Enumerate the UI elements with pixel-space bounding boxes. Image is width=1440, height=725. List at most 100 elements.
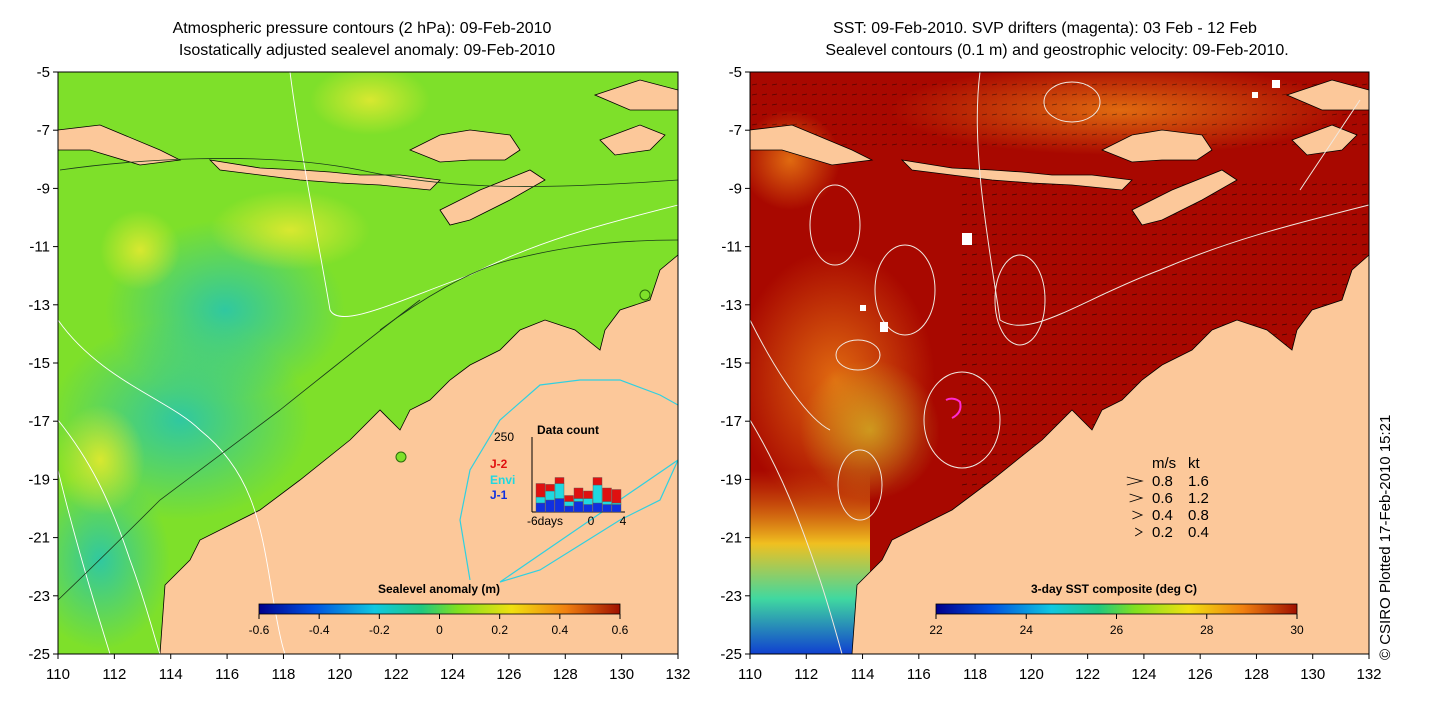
bar-j1	[592, 502, 603, 513]
sla-colorbar: Sealevel anomaly (m) -0.6 -0.4 -0.2 0 0.2 0.4…	[249, 582, 629, 637]
right-map	[750, 72, 1369, 654]
inset-x-tick: 0	[588, 514, 595, 528]
left-lat-tick-label: -13	[28, 297, 50, 314]
right-lat-tick-label: -5	[729, 64, 742, 81]
right-lat-tick-label: -23	[720, 588, 742, 605]
right-lat-tick-label: -13	[720, 297, 742, 314]
bar-envi	[573, 498, 584, 502]
sst-colorbar: 3-day SST composite (deg C) 22 24 26 28 30	[929, 582, 1304, 637]
right-lon-tick-label: 132	[1356, 666, 1381, 683]
left-lon-tick-label: 130	[609, 666, 634, 683]
velocity-ms-value: 0.6	[1152, 490, 1173, 507]
sla-high-west	[58, 405, 145, 515]
inset-title: Data count	[537, 423, 599, 437]
velocity-scale-arrow	[1129, 493, 1144, 503]
sst-colorbar-label: 3-day SST composite (deg C)	[1031, 582, 1197, 596]
tide-gauge-marker	[639, 289, 651, 301]
bar-envi	[564, 501, 574, 507]
sla-colorbar-tick-label: 0.6	[612, 623, 629, 637]
bar-j1	[611, 504, 622, 513]
right-lat-tick-label: -9	[729, 180, 742, 197]
sst-colorbar-tick-label: 26	[1110, 623, 1124, 637]
velocity-scale-arrow	[1132, 510, 1144, 520]
velocity-kt-value: 0.8	[1188, 507, 1209, 524]
sla-colorbar-tick-label: 0	[436, 623, 443, 637]
north-islands-land	[750, 79, 1369, 226]
bar-j2	[564, 495, 574, 502]
data-count-inset: Data count 250 -6days 0 4 J-2 Envi J-1	[490, 423, 627, 528]
sla-low-sw	[58, 470, 170, 650]
right-lon-tick-label: 126	[1188, 666, 1213, 683]
legend-j1: J-1	[490, 488, 508, 502]
inset-x-tick: -6days	[527, 514, 563, 528]
velocity-ms-value: 0.8	[1152, 473, 1173, 490]
right-lon-tick-label: 122	[1075, 666, 1100, 683]
right-lon-tick-label: 130	[1300, 666, 1325, 683]
sla-colorbar-ticks: -0.6 -0.4 -0.2 0 0.2 0.4 0.6	[249, 614, 629, 637]
sla-high-north	[310, 72, 430, 135]
right-lat-tick-label: -19	[720, 471, 742, 488]
bar-envi	[583, 498, 593, 505]
left-lat-tick-label: -23	[28, 588, 50, 605]
velocity-kt-value: 1.2	[1188, 490, 1209, 507]
sla-colorbar-ramp	[258, 603, 621, 615]
left-lon-tick-label: 124	[440, 666, 465, 683]
bar-j1	[535, 502, 546, 513]
left-lat-tick-label: -17	[28, 413, 50, 430]
bar-envi	[545, 490, 555, 501]
sla-high-mid	[210, 190, 370, 270]
right-lon-tick-label: 124	[1131, 666, 1156, 683]
bar-envi	[611, 502, 622, 505]
bar-j2	[554, 477, 565, 484]
right-lat-tick-label: -25	[720, 646, 742, 663]
sla-colorbar-tick-label: 0.4	[551, 623, 568, 637]
velocity-ms-value: 0.2	[1152, 524, 1173, 541]
credit-text: © CSIRO Plotted 17-Feb-2010 15:21	[1377, 415, 1394, 660]
right-axes: -5 -7 -9 -11 -13 -15 -17 -19 -21 -23 -25 110 112 114 1…	[720, 64, 1381, 683]
bar-j1	[545, 499, 555, 513]
sealevel-contours	[750, 72, 1369, 654]
sla-colorbar-tick-label: -0.4	[309, 623, 330, 637]
velocity-header-kt: kt	[1188, 455, 1201, 472]
right-lat-tick-label: -17	[720, 413, 742, 430]
bar-envi	[554, 483, 565, 499]
bar-j2	[573, 487, 584, 499]
geostrophic-velocity-field-north	[750, 80, 1369, 150]
sla-zero-contours	[58, 158, 678, 601]
bar-j2	[583, 490, 593, 499]
australia-land	[851, 254, 1369, 654]
sst-colorbar-tick-label: 22	[929, 623, 943, 637]
right-lon-tick-label: 110	[738, 666, 762, 683]
velocity-kt-value: 1.6	[1188, 473, 1209, 490]
velocity-kt-value: 0.4	[1188, 524, 1209, 541]
right-title-line2: Sealevel contours (0.1 m) and geostrophi…	[825, 42, 1288, 59]
bar-j1	[554, 498, 565, 513]
sst-colorbar-ramp	[935, 603, 1298, 615]
inset-x-tick: 4	[620, 514, 627, 528]
cyan-contour	[459, 379, 678, 583]
left-lat-tick-label: -15	[28, 355, 50, 372]
sst-colorbar-ticks: 22 24 26 28 30	[929, 614, 1304, 637]
svp-drifter-track	[945, 397, 962, 419]
bar-j1	[583, 504, 593, 513]
right-title-line1: SST: 09-Feb-2010. SVP drifters (magenta)…	[833, 20, 1257, 37]
left-lat-tick-label: -9	[37, 180, 50, 197]
bar-j2	[545, 484, 555, 492]
left-lon-tick-label: 114	[159, 666, 183, 683]
inset-y-tick: 250	[494, 430, 514, 444]
sla-high-nw	[100, 210, 180, 290]
sst-cold-sw	[750, 470, 870, 654]
left-axes: -5 -7 -9 -11 -13 -15 -17 -19 -21 -23 -25 110 112 114 1…	[28, 64, 690, 683]
sla-colorbar-label: Sealevel anomaly (m)	[378, 582, 500, 596]
left-lon-tick-label: 120	[327, 666, 352, 683]
left-lon-tick-label: 128	[553, 666, 578, 683]
velocity-legend: m/s kt 0.8 1.60.6 1.20.4 0.80.2 0.4	[1126, 455, 1209, 541]
left-lon-tick-label: 110	[46, 666, 70, 683]
sla-colorbar-tick-label: -0.2	[369, 623, 390, 637]
left-lon-tick-label: 122	[384, 666, 409, 683]
left-lat-tick-label: -5	[37, 64, 50, 81]
left-lon-tick-label: 126	[496, 666, 521, 683]
australia-land	[159, 254, 678, 654]
left-lat-tick-label: -7	[37, 122, 50, 139]
